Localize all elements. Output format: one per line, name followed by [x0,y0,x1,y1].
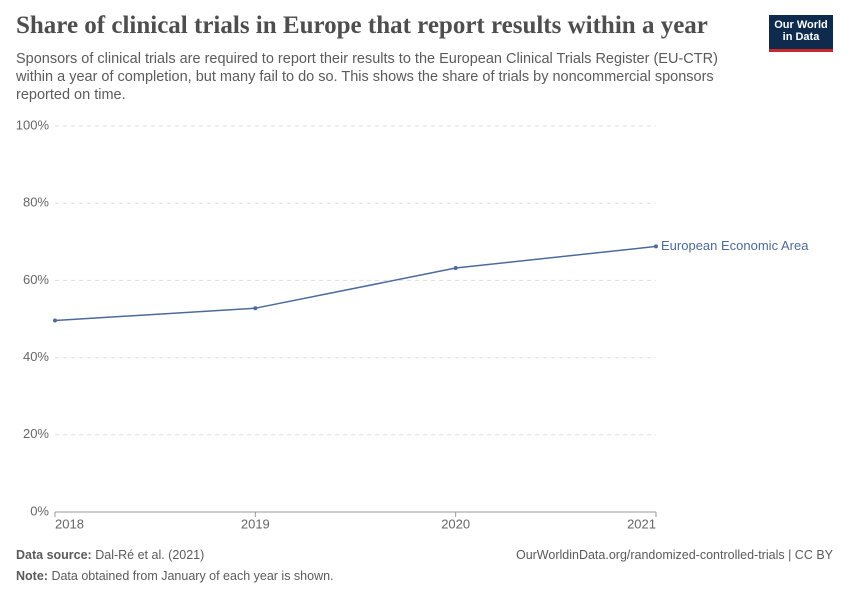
x-tick-label: 2020 [441,516,470,531]
source-label: Data source: [16,548,92,562]
source: Data source: Dal-Ré et al. (2021) [16,548,204,562]
note-text: Data obtained from January of each year … [51,569,334,583]
source-text[interactable]: Dal-Ré et al. (2021) [95,548,205,562]
x-tick-label: 2019 [241,516,270,531]
series-label: European Economic Area [661,238,809,253]
x-tick-label: 2021 [627,516,656,531]
logo[interactable]: Our World in Data [769,15,833,52]
note: Note: Data obtained from January of each… [16,569,334,583]
y-tick-label: 80% [23,195,49,210]
logo-line: in Data [782,31,820,43]
url[interactable]: OurWorldinData.org/randomized-controlled… [515,548,833,562]
point [253,306,258,311]
y-tick-label: 20% [23,426,49,441]
point [53,318,57,323]
point [453,266,458,271]
logo-line: Our World [774,19,828,31]
x-tick-label: 2018 [55,516,84,531]
y-tick-label: 40% [23,349,49,364]
series-line [54,245,657,322]
point [654,244,658,249]
chart-subtitle: Sponsors of clinical trials are required… [16,51,718,103]
chart-title: Share of clinical trials in Europe that … [16,12,708,39]
y-tick-label: 60% [23,272,49,287]
y-tick-label: 100% [16,117,50,132]
note-label: Note: [16,569,48,583]
y-tick-label: 0% [30,503,49,518]
